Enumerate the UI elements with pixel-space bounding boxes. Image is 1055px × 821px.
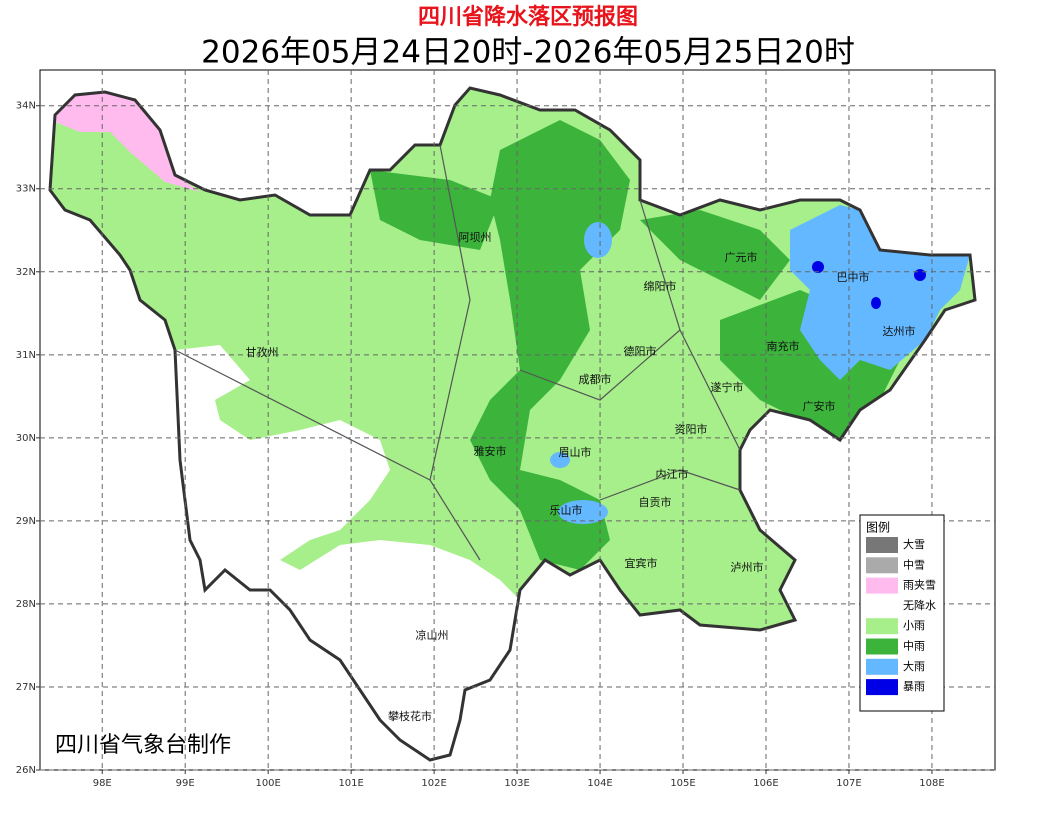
city-label: 广安市	[803, 399, 836, 413]
x-tick-label: 103E	[504, 778, 529, 789]
city-label: 内江市	[656, 467, 689, 481]
legend-swatch	[866, 557, 898, 574]
legend-label: 小雨	[903, 619, 925, 632]
heavy-rain-area	[550, 452, 570, 468]
city-label: 巴中市	[837, 270, 870, 284]
city-label: 自贡市	[639, 495, 672, 509]
heavy-rain-area	[790, 205, 970, 380]
legend-swatch	[866, 537, 898, 553]
y-tick-label: 32N	[16, 267, 36, 278]
legend-label: 中雪	[903, 558, 925, 571]
moderate-rain-area	[370, 120, 900, 570]
x-tick-label: 100E	[255, 778, 280, 789]
city-label: 泸州市	[731, 560, 764, 574]
province-border	[48, 86, 977, 762]
y-tick-label: 33N	[16, 184, 36, 195]
city-label: 成都市	[579, 372, 612, 386]
legend-label: 雨夹雪	[903, 579, 936, 592]
city-label: 遂宁市	[711, 380, 744, 394]
city-label: 德阳市	[624, 344, 657, 358]
legend-swatch	[866, 638, 898, 655]
city-label: 甘孜州	[246, 345, 279, 359]
legend-label: 暴雨	[903, 680, 925, 693]
legend-label: 中雨	[903, 640, 925, 653]
legend-swatch	[866, 658, 898, 675]
legend-swatch	[866, 679, 898, 696]
y-tick-label: 28N	[16, 599, 36, 610]
legend-swatch	[866, 597, 898, 614]
y-tick-label: 34N	[16, 101, 36, 112]
legend-title: 图例	[866, 521, 890, 535]
legend-label: 无降水	[903, 598, 936, 612]
x-tick-label: 102E	[421, 778, 446, 789]
x-tick-label: 104E	[587, 778, 612, 789]
prefecture-border	[174, 144, 741, 561]
sleet-area	[50, 92, 200, 192]
x-tick-label: 101E	[338, 778, 363, 789]
heavy-rain-area	[558, 500, 608, 524]
city-label: 达州市	[883, 324, 916, 338]
x-tick-label: 108E	[919, 778, 944, 789]
y-tick-label: 26N	[16, 765, 36, 776]
city-label: 乐山市	[550, 503, 583, 517]
x-tick-label: 107E	[836, 778, 861, 789]
city-label: 凉山州	[416, 628, 449, 642]
rainstorm-area	[914, 269, 926, 281]
city-label: 广元市	[725, 250, 758, 264]
x-tick-label: 105E	[670, 778, 695, 789]
footer: 四川省气象台制作	[55, 733, 231, 758]
x-tick-label: 99E	[176, 778, 195, 789]
legend-swatch	[866, 618, 898, 635]
legend-swatch	[866, 577, 898, 594]
rainstorm-area	[812, 261, 824, 273]
heavy-rain-area	[584, 222, 612, 258]
legend-label: 大雪	[903, 537, 925, 551]
x-tick-label: 98E	[93, 778, 112, 789]
y-tick-label: 27N	[16, 682, 36, 693]
city-label: 雅安市	[474, 444, 507, 458]
title: 四川省降水落区预报图	[418, 5, 638, 30]
x-tick-label: 106E	[753, 778, 778, 789]
legend-label: 大雨	[903, 659, 925, 673]
city-label: 攀枝花市	[388, 709, 432, 723]
subtitle: 2026年05月24日20时-2026年05月25日20时	[201, 35, 855, 71]
city-label: 南充市	[767, 339, 800, 353]
city-label: 阿坝州	[459, 230, 492, 244]
y-tick-label: 30N	[16, 433, 36, 444]
city-label: 绵阳市	[644, 279, 677, 293]
y-tick-label: 31N	[16, 350, 36, 361]
y-tick-label: 29N	[16, 516, 36, 527]
city-label: 眉山市	[559, 445, 592, 459]
city-label: 宜宾市	[625, 556, 658, 570]
city-label: 资阳市	[675, 422, 708, 436]
rainstorm-area	[871, 297, 881, 309]
